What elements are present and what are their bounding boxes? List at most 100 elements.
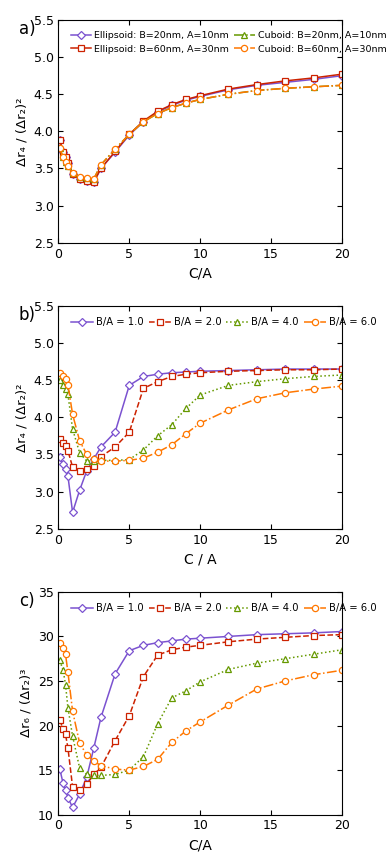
Ellipsoid: B=60nm, A=30nm: (5, 3.96): B=60nm, A=30nm: (5, 3.96) xyxy=(127,129,132,140)
B/A = 4.0 xyxy=(84,456,89,466)
Cuboid: B=20nm, A=10nm: (7, 4.24): B=20nm, A=10nm: (7, 4.24) xyxy=(155,108,160,119)
B/A = 2.0 xyxy=(65,742,70,753)
Ellipsoid: B=20nm, A=10nm: (1.5, 3.36): B=20nm, A=10nm: (1.5, 3.36) xyxy=(77,173,82,184)
Cuboid: B=60nm, A=30nm: (20, 4.62): B=60nm, A=30nm: (20, 4.62) xyxy=(339,80,344,90)
Line: B/A = 1.0: B/A = 1.0 xyxy=(57,366,345,516)
Legend: B/A = 1.0, B/A = 2.0, B/A = 4.0, B/A = 6.0: B/A = 1.0, B/A = 2.0, B/A = 4.0, B/A = 6… xyxy=(69,316,378,329)
B/A = 2.0 xyxy=(63,441,68,452)
B/A = 6.0 xyxy=(141,453,146,463)
B/A = 2.0 xyxy=(65,446,70,456)
B/A = 4.0 xyxy=(283,374,288,384)
Ellipsoid: B=20nm, A=10nm: (10, 4.47): B=20nm, A=10nm: (10, 4.47) xyxy=(198,91,202,101)
B/A = 1.0 xyxy=(70,507,75,518)
B/A = 1.0 xyxy=(99,442,103,453)
B/A = 6.0 xyxy=(155,447,160,458)
B/A = 2.0 xyxy=(61,438,65,448)
B/A = 1.0 xyxy=(184,367,188,377)
Cuboid: B=60nm, A=30nm: (7, 4.24): B=60nm, A=30nm: (7, 4.24) xyxy=(155,108,160,119)
B/A = 1.0 xyxy=(141,640,146,650)
B/A = 1.0 xyxy=(311,364,316,375)
B/A = 2.0 xyxy=(155,376,160,387)
B/A = 4.0 xyxy=(91,770,96,780)
B/A = 2.0 xyxy=(226,366,231,376)
B/A = 4.0 xyxy=(141,445,146,455)
B/A = 4.0 xyxy=(61,665,65,675)
Cuboid: B=60nm, A=30nm: (10, 4.43): B=60nm, A=30nm: (10, 4.43) xyxy=(198,95,202,105)
B/A = 4.0 xyxy=(113,455,117,466)
Ellipsoid: B=60nm, A=30nm: (4, 3.73): B=60nm, A=30nm: (4, 3.73) xyxy=(113,147,117,157)
B/A = 4.0 xyxy=(170,693,174,703)
Cuboid: B=20nm, A=10nm: (9, 4.38): B=20nm, A=10nm: (9, 4.38) xyxy=(184,98,188,108)
B/A = 6.0 xyxy=(311,669,316,680)
B/A = 2.0 xyxy=(198,640,202,650)
B/A = 6.0 xyxy=(65,380,70,390)
X-axis label: C/A: C/A xyxy=(188,838,212,852)
B/A = 4.0 xyxy=(77,763,82,773)
B/A = 6.0 xyxy=(339,381,344,391)
Cuboid: B=60nm, A=30nm: (2.5, 3.36): B=60nm, A=30nm: (2.5, 3.36) xyxy=(91,173,96,184)
B/A = 6.0 xyxy=(91,453,96,464)
Ellipsoid: B=20nm, A=10nm: (14, 4.62): B=20nm, A=10nm: (14, 4.62) xyxy=(255,80,259,90)
Line: B/A = 4.0: B/A = 4.0 xyxy=(57,647,345,779)
Ellipsoid: B=60nm, A=30nm: (6, 4.14): B=60nm, A=30nm: (6, 4.14) xyxy=(141,116,146,127)
B/A = 1.0 xyxy=(198,366,202,376)
Cuboid: B=20nm, A=10nm: (0.5, 3.59): B=20nm, A=10nm: (0.5, 3.59) xyxy=(63,157,68,167)
Ellipsoid: B=20nm, A=10nm: (8, 4.35): B=20nm, A=10nm: (8, 4.35) xyxy=(170,101,174,111)
B/A = 6.0 xyxy=(339,665,344,675)
B/A = 6.0 xyxy=(141,761,146,772)
B/A = 4.0 xyxy=(91,456,96,466)
Line: Ellipsoid: B=60nm, A=30nm: Ellipsoid: B=60nm, A=30nm xyxy=(57,71,345,185)
B/A = 1.0 xyxy=(65,792,70,803)
B/A = 6.0 xyxy=(198,717,202,727)
Cuboid: B=60nm, A=30nm: (6, 4.13): B=60nm, A=30nm: (6, 4.13) xyxy=(141,116,146,127)
B/A = 6.0 xyxy=(170,737,174,747)
Legend: Ellipsoid: B=20nm, A=10nm, Ellipsoid: B=60nm, A=30nm, Cuboid: B=20nm, A=10nm, Cu: Ellipsoid: B=20nm, A=10nm, Ellipsoid: B=… xyxy=(69,29,387,55)
B/A = 6.0 xyxy=(283,675,288,686)
Cuboid: B=60nm, A=30nm: (2, 3.37): B=60nm, A=30nm: (2, 3.37) xyxy=(84,173,89,183)
B/A = 1.0 xyxy=(58,453,62,463)
B/A = 4.0 xyxy=(170,420,174,430)
B/A = 2.0 xyxy=(70,462,75,473)
B/A = 1.0 xyxy=(61,779,65,789)
Cuboid: B=60nm, A=30nm: (8, 4.32): B=60nm, A=30nm: (8, 4.32) xyxy=(170,102,174,113)
B/A = 1.0 xyxy=(77,485,82,495)
Cuboid: B=20nm, A=10nm: (1.5, 3.39): B=20nm, A=10nm: (1.5, 3.39) xyxy=(77,172,82,182)
Text: c): c) xyxy=(19,592,34,610)
Cuboid: B=20nm, A=10nm: (0.33, 3.65): B=20nm, A=10nm: (0.33, 3.65) xyxy=(61,152,65,162)
B/A = 1.0 xyxy=(113,668,117,679)
B/A = 1.0 xyxy=(141,371,146,381)
B/A = 1.0 xyxy=(84,772,89,782)
B/A = 4.0 xyxy=(63,680,68,690)
B/A = 6.0 xyxy=(63,374,68,384)
Cuboid: B=20nm, A=10nm: (20, 4.62): B=20nm, A=10nm: (20, 4.62) xyxy=(339,80,344,90)
B/A = 2.0 xyxy=(311,365,316,375)
B/A = 1.0 xyxy=(58,764,62,774)
B/A = 4.0 xyxy=(65,389,70,400)
B/A = 6.0 xyxy=(91,756,96,766)
B/A = 4.0 xyxy=(311,371,316,381)
B/A = 4.0 xyxy=(198,390,202,401)
B/A = 2.0 xyxy=(58,715,62,726)
B/A = 4.0 xyxy=(155,719,160,729)
B/A = 2.0 xyxy=(141,383,146,394)
Ellipsoid: B=60nm, A=30nm: (0.33, 3.72): B=60nm, A=30nm: (0.33, 3.72) xyxy=(61,147,65,157)
Ellipsoid: B=60nm, A=30nm: (9, 4.43): B=60nm, A=30nm: (9, 4.43) xyxy=(184,95,188,105)
Ellipsoid: B=60nm, A=30nm: (18, 4.72): B=60nm, A=30nm: (18, 4.72) xyxy=(311,73,316,83)
Cuboid: B=20nm, A=10nm: (2.5, 3.36): B=20nm, A=10nm: (2.5, 3.36) xyxy=(91,173,96,184)
Line: Ellipsoid: B=20nm, A=10nm: Ellipsoid: B=20nm, A=10nm xyxy=(57,73,345,185)
B/A = 4.0 xyxy=(226,664,231,675)
B/A = 6.0 xyxy=(70,409,75,420)
B/A = 4.0 xyxy=(70,424,75,434)
Ellipsoid: B=20nm, A=10nm: (5, 3.95): B=20nm, A=10nm: (5, 3.95) xyxy=(127,130,132,140)
Ellipsoid: B=60nm, A=30nm: (0.5, 3.65): B=60nm, A=30nm: (0.5, 3.65) xyxy=(63,152,68,162)
Cuboid: B=60nm, A=30nm: (0.5, 3.59): B=60nm, A=30nm: (0.5, 3.59) xyxy=(63,157,68,167)
B/A = 2.0 xyxy=(283,365,288,375)
B/A = 2.0 xyxy=(198,368,202,378)
Y-axis label: Δr₄ / (Δr₂)²: Δr₄ / (Δr₂)² xyxy=(15,383,28,452)
B/A = 6.0 xyxy=(99,760,103,771)
Ellipsoid: B=60nm, A=30nm: (20, 4.77): B=60nm, A=30nm: (20, 4.77) xyxy=(339,69,344,80)
B/A = 2.0 xyxy=(184,369,188,380)
B/A = 6.0 xyxy=(113,764,117,774)
B/A = 1.0 xyxy=(65,471,70,481)
Cuboid: B=60nm, A=30nm: (1.5, 3.39): B=60nm, A=30nm: (1.5, 3.39) xyxy=(77,172,82,182)
